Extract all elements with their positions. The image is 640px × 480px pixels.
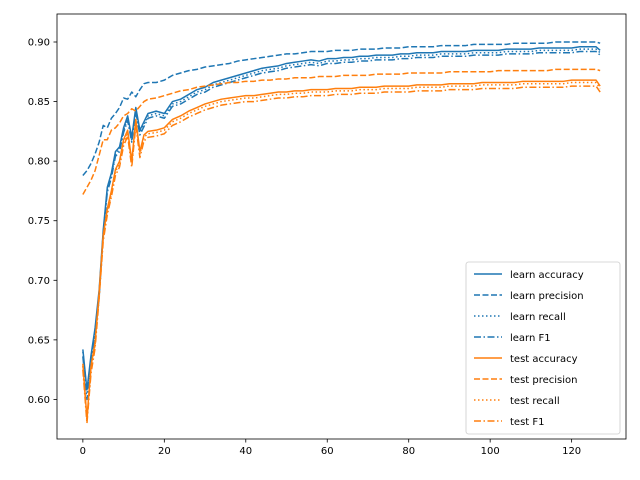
y-tick-label: 0.85 xyxy=(28,97,50,108)
legend-label: test precision xyxy=(510,375,578,386)
legend-label: test accuracy xyxy=(510,354,578,365)
legend-box xyxy=(465,261,621,435)
series-line-test-f1 xyxy=(82,85,601,425)
series-line-learn-recall xyxy=(82,48,601,394)
x-tick-label: 20 xyxy=(158,446,171,457)
x-tick-label: 40 xyxy=(239,446,252,457)
legend-label: learn recall xyxy=(510,312,566,323)
y-tick-label: 0.60 xyxy=(28,395,50,406)
series-lines xyxy=(82,41,601,425)
y-tick-label: 0.65 xyxy=(28,335,50,346)
series-line-learn-f1 xyxy=(82,50,601,401)
y-tick-label: 0.75 xyxy=(28,216,50,227)
legend-label: learn accuracy xyxy=(510,270,584,281)
y-axis: 0.60 0.65 0.70 0.75 0.80 0.85 0.90 xyxy=(28,37,57,406)
legend-label: learn precision xyxy=(510,291,584,302)
x-tick-label: 0 xyxy=(80,446,86,457)
x-tick-label: 60 xyxy=(321,446,334,457)
legend-label: learn F1 xyxy=(510,333,551,344)
y-tick-label: 0.90 xyxy=(28,37,50,48)
x-tick-label: 80 xyxy=(402,446,415,457)
y-tick-label: 0.70 xyxy=(28,276,50,287)
series-line-learn-precision xyxy=(82,41,601,176)
y-tick-label: 0.80 xyxy=(28,157,50,168)
series-line-test-precision xyxy=(82,68,601,195)
x-tick-label: 120 xyxy=(562,446,581,457)
axes-frame xyxy=(56,13,627,440)
x-axis: 0 20 40 60 80 100 120 xyxy=(80,439,581,457)
legend-label: test F1 xyxy=(510,417,545,428)
x-tick-label: 100 xyxy=(481,446,500,457)
legend-label: test recall xyxy=(510,396,560,407)
legend: learn accuracy learn precision learn recal… xyxy=(465,261,621,435)
